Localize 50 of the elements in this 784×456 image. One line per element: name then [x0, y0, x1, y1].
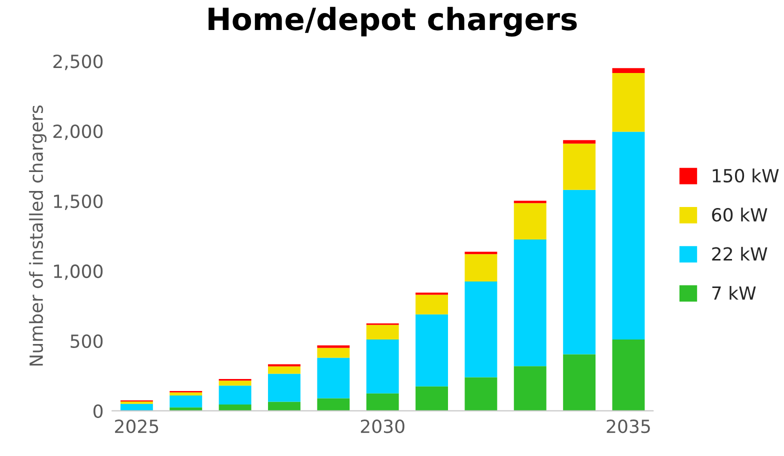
bar: [218, 386, 252, 405]
x-tick-label: 2025: [115, 420, 158, 434]
bar: [366, 340, 399, 394]
bar: [563, 354, 596, 411]
x-tick-label: 2035: [606, 420, 650, 434]
bar: [268, 366, 300, 374]
bar: [514, 366, 546, 411]
legend-label: 22 kW: [712, 246, 768, 261]
bar: [366, 393, 399, 411]
y-axis-title: Number of installed chargers: [29, 106, 47, 366]
bar: [563, 190, 596, 354]
bar: [218, 404, 252, 411]
bar: [416, 294, 448, 314]
bar: [464, 254, 498, 282]
y-tick-label: 0: [93, 404, 103, 418]
bar: [514, 200, 546, 204]
bar: [464, 281, 498, 378]
bar: [317, 358, 350, 398]
bar: [170, 395, 202, 408]
y-tick-label: 500: [70, 334, 103, 348]
bar: [612, 68, 645, 73]
bar: [563, 144, 596, 190]
y-tick-label: 1,500: [54, 194, 103, 210]
bar: [563, 140, 596, 144]
bar: [612, 132, 645, 340]
y-tick-label: 2,500: [53, 54, 103, 70]
bar: [514, 239, 546, 366]
bar: [612, 72, 645, 132]
y-tick-label: 2,000: [53, 124, 103, 140]
bar: [120, 404, 153, 411]
legend-label: 150 kW: [712, 168, 779, 183]
bar: [268, 402, 300, 411]
x-tick-label: 2030: [360, 420, 404, 434]
bar: [464, 377, 498, 411]
bar: [317, 345, 350, 348]
chart-title: Home/depot chargers: [208, 6, 577, 37]
bar: [218, 380, 252, 386]
bar: [416, 386, 448, 411]
bar: [366, 324, 399, 340]
bar: [317, 348, 350, 358]
bar: [612, 340, 645, 411]
bar: [170, 392, 202, 396]
bar: [317, 398, 350, 411]
legend-label: 7 kW: [712, 286, 756, 300]
bar: [268, 374, 300, 402]
bar: [514, 203, 546, 240]
bar: [120, 401, 153, 404]
y-tick-label: 1,000: [54, 264, 103, 280]
bar: [416, 314, 448, 386]
legend-label: 60 kW: [712, 208, 768, 222]
